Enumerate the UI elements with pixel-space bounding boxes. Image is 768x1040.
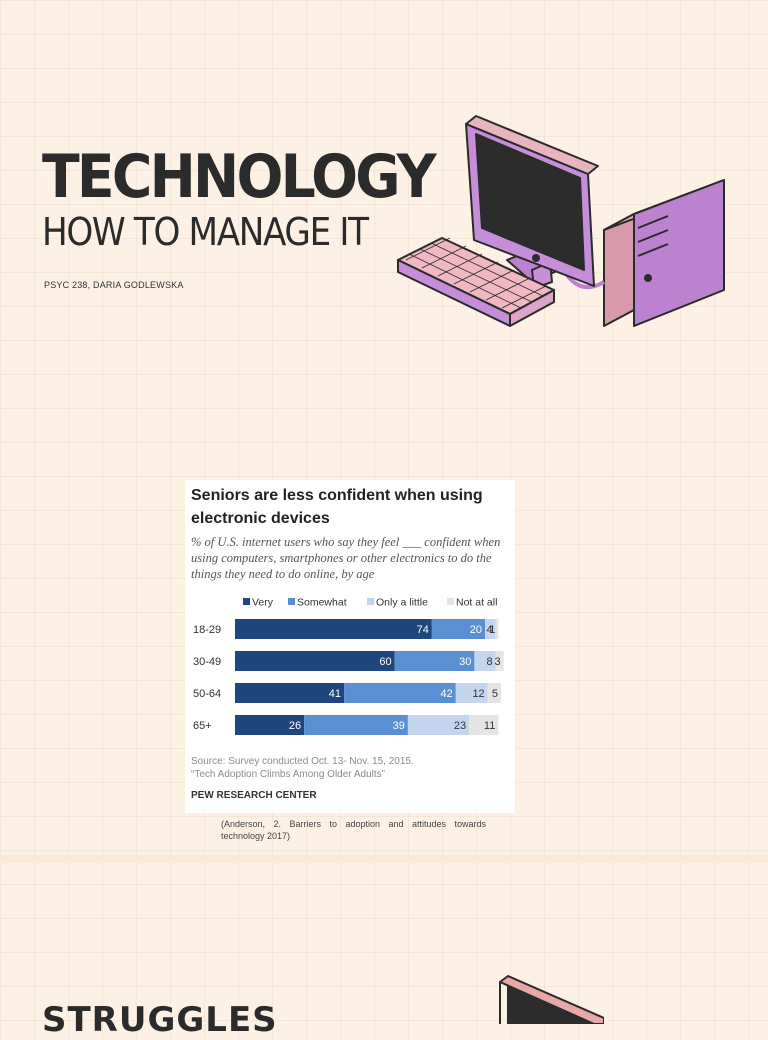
bar-not-at-all	[487, 683, 501, 703]
legend-swatch-somewhat	[288, 598, 295, 605]
chart-subtitle: % of U.S. internet users who say they fe…	[191, 535, 501, 581]
bar-only-a-little	[474, 651, 496, 671]
data-label-not-at-all: 11	[484, 720, 495, 732]
data-label-very: 60	[379, 656, 391, 668]
bar-very	[235, 619, 432, 639]
chart-source: Source: Survey conducted Oct. 13- Nov. 1…	[191, 755, 511, 781]
data-label-not-at-all: 5	[492, 688, 498, 700]
category-label: 18-29	[193, 624, 221, 636]
data-label-somewhat: 42	[441, 688, 453, 700]
category-label: 30-49	[193, 656, 221, 668]
legend-label-very: Very	[252, 597, 274, 609]
source-report-title: “Tech Adoption Climbs Among Older Adults…	[191, 769, 385, 780]
author-line: PSYC 238, DARIA GODLEWSKA	[44, 280, 184, 290]
data-label-only-a-little: 4	[487, 624, 493, 636]
chart-title: Seniors are less confident when using el…	[191, 487, 483, 527]
data-label-very: 26	[289, 720, 301, 732]
data-label-only-a-little: 12	[472, 688, 484, 700]
bar-only-a-little	[407, 715, 470, 735]
citation: (Anderson, 2. Barriers to adoption and a…	[221, 819, 486, 841]
next-slide-title: STRUGGLES	[42, 1000, 278, 1040]
data-label-only-a-little: 23	[454, 720, 466, 732]
brand-label: PEW RESEARCH CENTER	[191, 790, 317, 801]
bar-somewhat	[304, 715, 408, 735]
chart-card: Seniors are less confident when using el…	[185, 480, 515, 813]
bar-not-at-all	[469, 715, 499, 735]
monitor-illustration-partial	[499, 975, 604, 1024]
category-label: 65+	[193, 720, 212, 732]
bar-somewhat	[431, 619, 486, 639]
slide-subtitle: HOW TO MANAGE IT	[42, 210, 369, 254]
computer-illustration	[397, 115, 725, 327]
tower-side-face	[603, 213, 635, 327]
bar-very	[235, 715, 305, 735]
bar-very	[235, 651, 395, 671]
bar-only-a-little	[485, 619, 496, 639]
data-label-not-at-all: 3	[495, 656, 501, 668]
legend-swatch-only-a-little	[367, 598, 374, 605]
slide-separator	[0, 855, 768, 863]
monitor-top-edge	[465, 115, 599, 175]
slide-title: TECHNOLOGY	[42, 142, 437, 212]
data-label-somewhat: 30	[459, 656, 471, 668]
data-label-somewhat: 20	[470, 624, 482, 636]
monitor-screen	[475, 133, 585, 271]
data-label-only-a-little: 8	[487, 656, 493, 668]
data-label-somewhat: 39	[393, 720, 405, 732]
bar-only-a-little	[455, 683, 488, 703]
bar-not-at-all	[495, 619, 499, 639]
source-line: Source: Survey conducted Oct. 13- Nov. 1…	[191, 756, 414, 767]
legend-swatch-very	[243, 598, 250, 605]
bar-somewhat	[344, 683, 456, 703]
category-label: 50-64	[193, 688, 221, 700]
bar-very	[235, 683, 345, 703]
data-label-very: 41	[329, 688, 341, 700]
legend-label-only-a-little: Only a little	[376, 597, 428, 609]
legend-label-not-at-all: Not at all	[456, 597, 497, 609]
data-label-not-at-all: 1	[489, 624, 495, 636]
stacked-bar-chart: Very Somewhat Only a little Not at all 18-29…	[193, 597, 504, 735]
bar-somewhat	[394, 651, 475, 671]
legend-label-somewhat: Somewhat	[297, 597, 347, 609]
legend-swatch-not-at-all	[447, 598, 454, 605]
bar-not-at-all	[495, 651, 504, 671]
data-label-very: 74	[417, 624, 429, 636]
